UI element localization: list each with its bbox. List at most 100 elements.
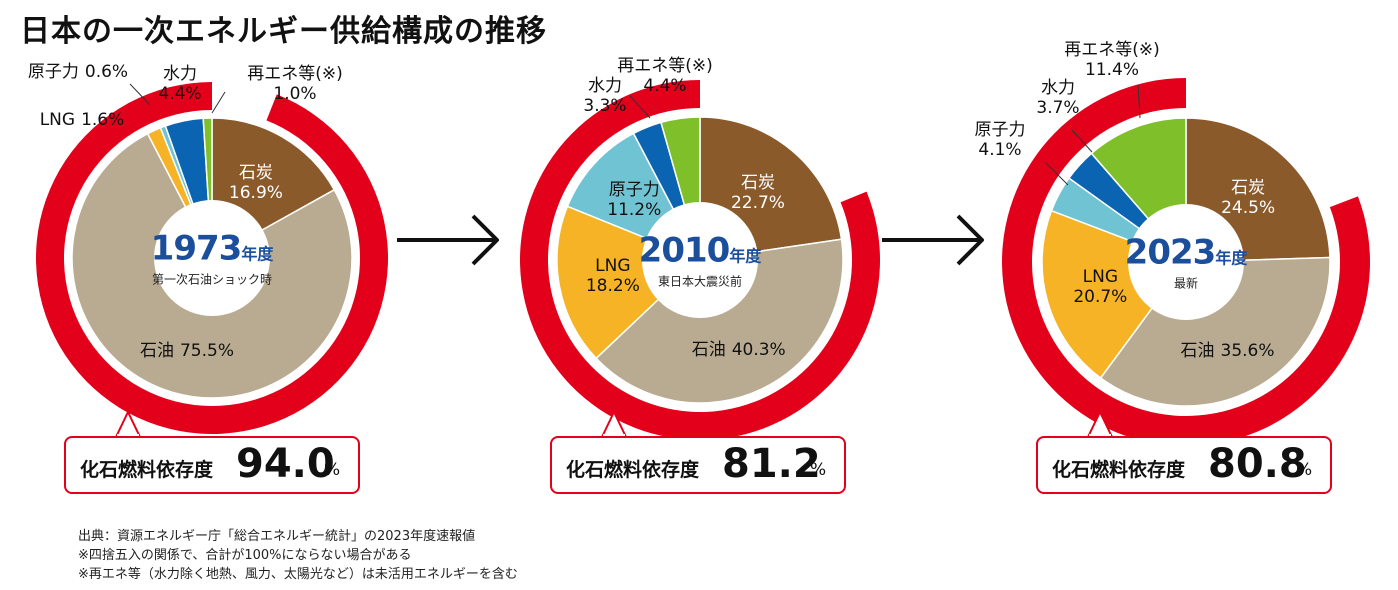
pie-slice-oil bbox=[595, 238, 844, 404]
slice-label-nuclear: 原子力 4.1% bbox=[975, 120, 1026, 160]
slice-value: 16.9% bbox=[228, 183, 283, 204]
year-suffix: 年度 bbox=[241, 244, 274, 264]
pie-slice-oil bbox=[1099, 256, 1331, 407]
period-subtitle: 東日本大震災前 bbox=[657, 274, 742, 289]
year-value: 1973 bbox=[150, 228, 243, 269]
slice-label-renewables: 再エネ等(※) 11.4% bbox=[1064, 40, 1160, 80]
slice-name: 原子力 bbox=[27, 62, 79, 82]
year-value: 2023 bbox=[1124, 232, 1217, 273]
slice-name: 石炭 bbox=[238, 163, 273, 184]
slice-value: 11.4% bbox=[1084, 60, 1140, 80]
donut-center bbox=[642, 202, 758, 318]
slice-label-coal: 石炭 24.5% bbox=[1221, 178, 1275, 218]
slice-label-lng: LNG 18.2% bbox=[586, 256, 640, 296]
slice-label-nuclear: 原子力 0.6% bbox=[28, 62, 128, 82]
period-subtitle: 第一次石油ショック時 bbox=[151, 272, 272, 287]
slice-name: LNG bbox=[595, 256, 631, 277]
leader-line bbox=[1044, 161, 1069, 186]
slice-value: 4.4% bbox=[643, 76, 687, 96]
fossil-dependency-box: 化石燃料依存度 80.8% bbox=[1036, 436, 1332, 494]
slice-value: 20.7% bbox=[1073, 287, 1128, 308]
slice-name: 水力 bbox=[587, 76, 622, 96]
slice-value: 3.3% bbox=[583, 96, 627, 116]
fossil-dependency-label: 化石燃料依存度 bbox=[1052, 459, 1186, 481]
slice-label-nuclear: 原子力 11.2% bbox=[607, 180, 661, 220]
slice-label-renewables: 再エネ等(※) 4.4% bbox=[617, 56, 713, 96]
slice-name: 水力 bbox=[1040, 78, 1075, 98]
footnote-rounding: ※四捨五入の関係で、合計が100%にならない場合がある bbox=[78, 548, 412, 563]
leader-line bbox=[129, 83, 151, 106]
chart-title: 日本の一次エネルギー供給構成の推移 bbox=[20, 14, 547, 49]
fossil-dependency-value: 80.8 bbox=[1208, 441, 1307, 487]
slice-name: 石油 bbox=[691, 339, 726, 360]
slice-value: 0.6% bbox=[84, 62, 129, 82]
slice-name: 原子力 bbox=[974, 120, 1026, 140]
slice-value: 1.6% bbox=[81, 110, 125, 130]
donut-center-label: 2010年度東日本大震災前 bbox=[639, 231, 762, 290]
slice-name: 原子力 bbox=[608, 180, 660, 201]
slice-label-oil: 石油 35.6% bbox=[1181, 341, 1275, 361]
slice-value: 24.5% bbox=[1221, 197, 1276, 218]
year-suffix: 年度 bbox=[729, 246, 762, 266]
slice-label-lng: LNG 20.7% bbox=[1073, 267, 1127, 307]
year-value: 2010 bbox=[638, 230, 731, 271]
slice-value: 1.0% bbox=[273, 84, 317, 104]
slice-name: 石油 bbox=[139, 341, 174, 362]
fossil-dependency-unit: % bbox=[1296, 460, 1313, 480]
slice-value: 40.3% bbox=[731, 339, 786, 360]
footnotes: 出典：資源エネルギー庁「総合エネルギー統計」の2023年度速報値 ※四捨五入の関… bbox=[78, 527, 518, 584]
slice-name: 石炭 bbox=[740, 172, 775, 193]
slice-value: 4.1% bbox=[978, 140, 1022, 160]
slice-value: 22.7% bbox=[730, 192, 785, 213]
year-label: 1973年度 bbox=[151, 229, 274, 269]
year-label: 2010年度 bbox=[639, 231, 762, 271]
fossil-dependency-label: 化石燃料依存度 bbox=[80, 459, 214, 481]
year-label: 2023年度 bbox=[1125, 233, 1248, 273]
slice-label-coal: 石炭 16.9% bbox=[229, 163, 283, 203]
slice-value: 11.2% bbox=[607, 200, 662, 221]
slice-name: 再エネ等(※) bbox=[1064, 40, 1160, 60]
period-subtitle: 最新 bbox=[1173, 276, 1198, 291]
pie-slice-lng bbox=[556, 205, 702, 360]
slice-name: LNG bbox=[39, 110, 76, 130]
fossil-dependency-value: 81.2 bbox=[722, 441, 821, 487]
slice-name: 水力 bbox=[162, 64, 197, 84]
arrow-right-icon bbox=[397, 214, 499, 266]
slice-label-renewables: 再エネ等(※) 1.0% bbox=[247, 64, 343, 104]
slice-name: LNG bbox=[1082, 267, 1119, 288]
footnote-renewables: ※再エネ等（水力除く地熱、風力、太陽光など）は未活用エネルギーを含む bbox=[78, 567, 518, 582]
fossil-dependency-unit: % bbox=[324, 460, 341, 480]
slice-value: 35.6% bbox=[1220, 341, 1275, 362]
donut-center bbox=[1128, 204, 1244, 320]
donut-center bbox=[154, 200, 270, 316]
fossil-dependency-label: 化石燃料依存度 bbox=[566, 459, 700, 481]
slice-name: 再エネ等(※) bbox=[247, 64, 343, 84]
slice-value: 3.7% bbox=[1036, 98, 1080, 118]
footnote-source: 出典：資源エネルギー庁「総合エネルギー統計」の2023年度速報値 bbox=[78, 529, 476, 544]
slice-value: 18.2% bbox=[585, 276, 640, 297]
slice-label-oil: 石油 40.3% bbox=[692, 340, 786, 360]
donut-center-label: 1973年度第一次石油ショック時 bbox=[151, 229, 274, 288]
slice-label-hydro: 水力 3.3% bbox=[583, 76, 626, 116]
year-suffix: 年度 bbox=[1215, 248, 1248, 268]
slice-label-coal: 石炭 22.7% bbox=[731, 173, 785, 213]
leader-line bbox=[1137, 84, 1141, 119]
leader-line bbox=[1071, 129, 1093, 153]
fossil-dependency-box: 化石燃料依存度 94.0% bbox=[64, 436, 360, 494]
slice-label-hydro: 水力 3.7% bbox=[1036, 78, 1079, 118]
slice-value: 4.4% bbox=[158, 84, 202, 104]
slice-name: 石油 bbox=[1180, 341, 1215, 362]
fossil-dependency-unit: % bbox=[810, 460, 827, 480]
slice-label-hydro: 水力 4.4% bbox=[158, 64, 201, 104]
arrow-right-icon bbox=[882, 214, 984, 266]
leader-line bbox=[211, 91, 226, 114]
donut-center-label: 2023年度最新 bbox=[1125, 233, 1248, 292]
slice-name: 石炭 bbox=[1231, 177, 1266, 198]
slice-value: 75.5% bbox=[179, 341, 234, 362]
fossil-dependency-value: 94.0 bbox=[236, 441, 335, 487]
fossil-dependency-box: 化石燃料依存度 81.2% bbox=[550, 436, 846, 494]
slice-name: 再エネ等(※) bbox=[617, 56, 713, 76]
slice-label-lng: LNG 1.6% bbox=[40, 110, 125, 130]
slice-label-oil: 石油 75.5% bbox=[140, 341, 234, 361]
